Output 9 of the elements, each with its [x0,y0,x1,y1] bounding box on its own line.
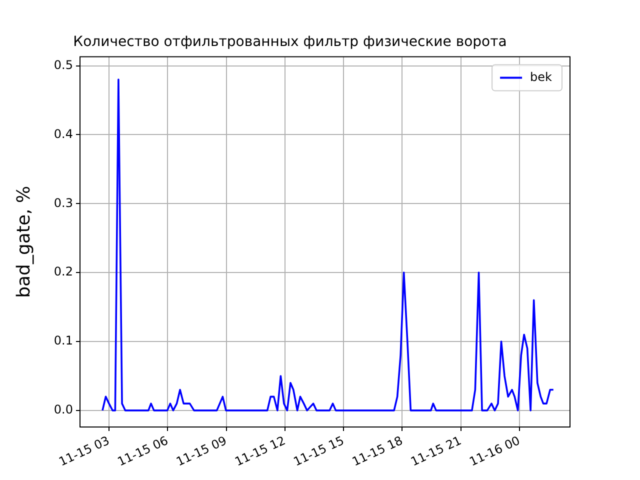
y-tick-label: 0.5 [54,58,73,72]
y-tick-label: 0.1 [54,334,73,348]
y-tick-label: 0.0 [54,402,73,417]
y-axis-title: bad_gate, % [13,186,34,298]
y-tick-label: 0.4 [54,126,73,141]
y-tick-label: 0.2 [54,264,73,279]
chart-title: Количество отфильтрованных фильтр физические ворота [73,34,507,50]
legend-label: bek [530,70,552,84]
y-tick-label: 0.3 [54,196,73,210]
